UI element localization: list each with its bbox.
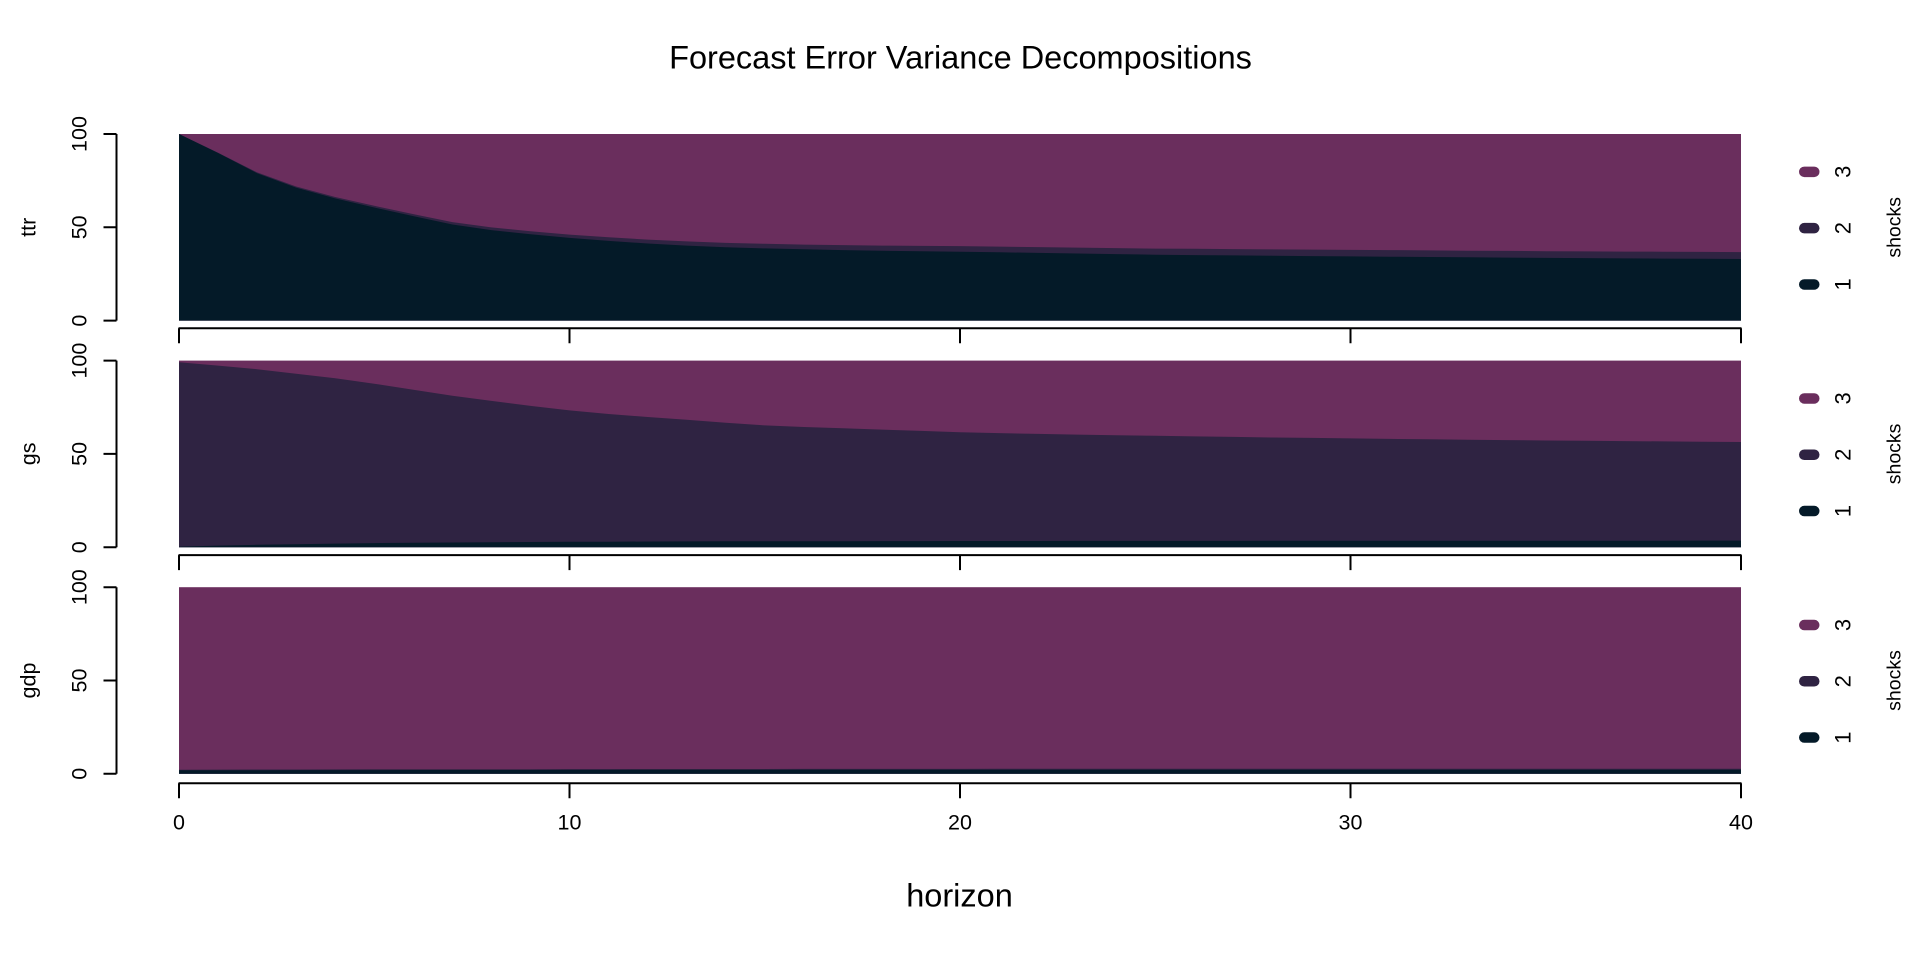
svg-text:2: 2	[1830, 222, 1855, 234]
svg-text:ttr: ttr	[16, 218, 40, 237]
svg-text:2: 2	[1830, 449, 1855, 461]
svg-text:0: 0	[68, 541, 92, 553]
svg-text:100: 100	[68, 569, 92, 605]
svg-text:50: 50	[68, 669, 92, 693]
svg-text:2: 2	[1830, 675, 1855, 687]
svg-text:shocks: shocks	[1884, 197, 1906, 258]
svg-text:Forecast Error Variance Decomp: Forecast Error Variance Decompositions	[669, 40, 1252, 76]
svg-text:gdp: gdp	[16, 663, 40, 699]
svg-text:shocks: shocks	[1884, 650, 1906, 711]
svg-text:3: 3	[1830, 392, 1855, 404]
svg-text:40: 40	[1729, 811, 1753, 835]
svg-text:100: 100	[68, 116, 92, 152]
svg-text:3: 3	[1830, 166, 1855, 178]
svg-text:horizon: horizon	[906, 878, 1013, 914]
svg-text:10: 10	[558, 811, 582, 835]
svg-text:0: 0	[68, 315, 92, 327]
svg-text:50: 50	[68, 215, 92, 239]
svg-text:1: 1	[1830, 278, 1855, 290]
svg-text:gs: gs	[16, 443, 40, 466]
svg-text:0: 0	[68, 768, 92, 780]
svg-text:50: 50	[68, 442, 92, 466]
svg-text:1: 1	[1830, 505, 1855, 517]
svg-text:3: 3	[1830, 619, 1855, 631]
svg-text:shocks: shocks	[1884, 423, 1906, 484]
svg-text:30: 30	[1339, 811, 1363, 835]
svg-text:20: 20	[948, 811, 972, 835]
svg-text:1: 1	[1830, 731, 1855, 743]
svg-text:100: 100	[68, 343, 92, 379]
svg-text:0: 0	[173, 811, 185, 835]
